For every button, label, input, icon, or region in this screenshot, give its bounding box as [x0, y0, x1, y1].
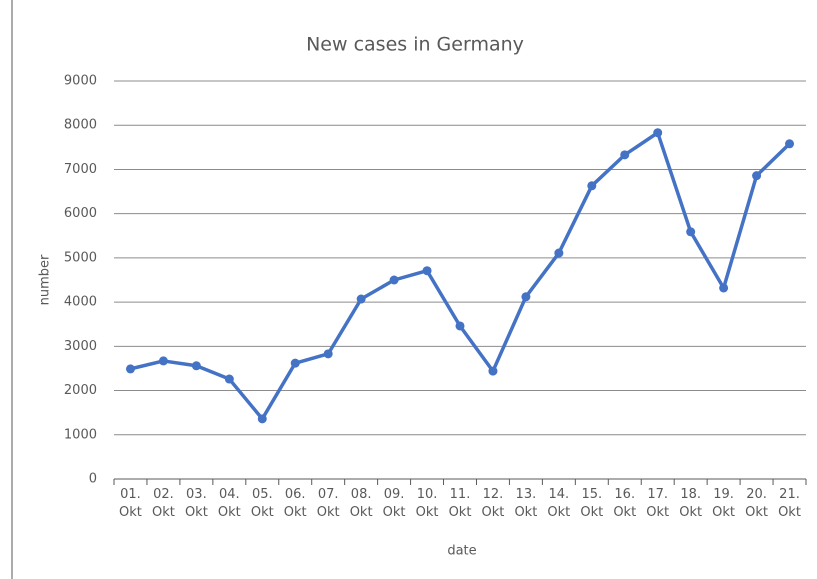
x-tick-label: 18. Okt: [675, 486, 707, 522]
x-tick-label: 01. Okt: [114, 486, 146, 522]
data-point: [752, 171, 761, 180]
data-point: [620, 150, 629, 159]
x-tick-label: 11. Okt: [444, 486, 476, 522]
y-tick-label: 4000: [64, 295, 97, 310]
x-tick-label: 13. Okt: [510, 486, 542, 522]
x-axis-title: date: [447, 544, 476, 559]
data-point: [390, 276, 399, 285]
x-tick-label: 20. Okt: [741, 486, 773, 522]
y-tick-label: 0: [89, 472, 97, 487]
y-tick-label: 8000: [64, 118, 97, 133]
x-tick-label: 10. Okt: [411, 486, 443, 522]
data-point: [126, 364, 135, 373]
x-tick-label: 19. Okt: [708, 486, 740, 522]
x-tick-label: 14. Okt: [543, 486, 575, 522]
x-tick-label: 07. Okt: [312, 486, 344, 522]
x-tick-label: 02. Okt: [147, 486, 179, 522]
data-point: [159, 356, 168, 365]
y-tick-label: 6000: [64, 206, 97, 221]
x-tick-label: 21. Okt: [774, 486, 806, 522]
data-point: [521, 292, 530, 301]
data-point: [225, 375, 234, 384]
y-tick-label: 2000: [64, 383, 97, 398]
y-tick-label: 3000: [64, 339, 97, 354]
y-tick-label: 1000: [64, 427, 97, 442]
x-tick-label: 16. Okt: [609, 486, 641, 522]
data-point: [719, 283, 728, 292]
y-tick-label: 7000: [64, 162, 97, 177]
data-point: [587, 181, 596, 190]
x-tick-label: 08. Okt: [345, 486, 377, 522]
data-point: [192, 361, 201, 370]
x-tick-label: 04. Okt: [213, 486, 245, 522]
x-tick-label: 17. Okt: [642, 486, 674, 522]
data-point: [686, 227, 695, 236]
data-point: [423, 266, 432, 275]
x-tick-label: 03. Okt: [180, 486, 212, 522]
data-point: [258, 414, 267, 423]
data-point: [324, 349, 333, 358]
data-point: [357, 295, 366, 304]
y-tick-label: 9000: [64, 74, 97, 89]
x-tick-label: 15. Okt: [576, 486, 608, 522]
x-tick-label: 09. Okt: [378, 486, 410, 522]
x-tick-label: 05. Okt: [246, 486, 278, 522]
x-tick-label: 12. Okt: [477, 486, 509, 522]
chart-container: New cases in Germany number date 0 1000 20…: [0, 0, 817, 579]
y-tick-label: 5000: [64, 250, 97, 265]
data-point: [291, 359, 300, 368]
y-axis-title: number: [38, 254, 53, 305]
data-point: [554, 249, 563, 258]
data-point: [488, 367, 497, 376]
data-point: [785, 139, 794, 148]
data-point: [653, 128, 662, 137]
chart-title: New cases in Germany: [306, 34, 524, 56]
data-point: [456, 321, 465, 330]
x-tick-label: 06. Okt: [279, 486, 311, 522]
